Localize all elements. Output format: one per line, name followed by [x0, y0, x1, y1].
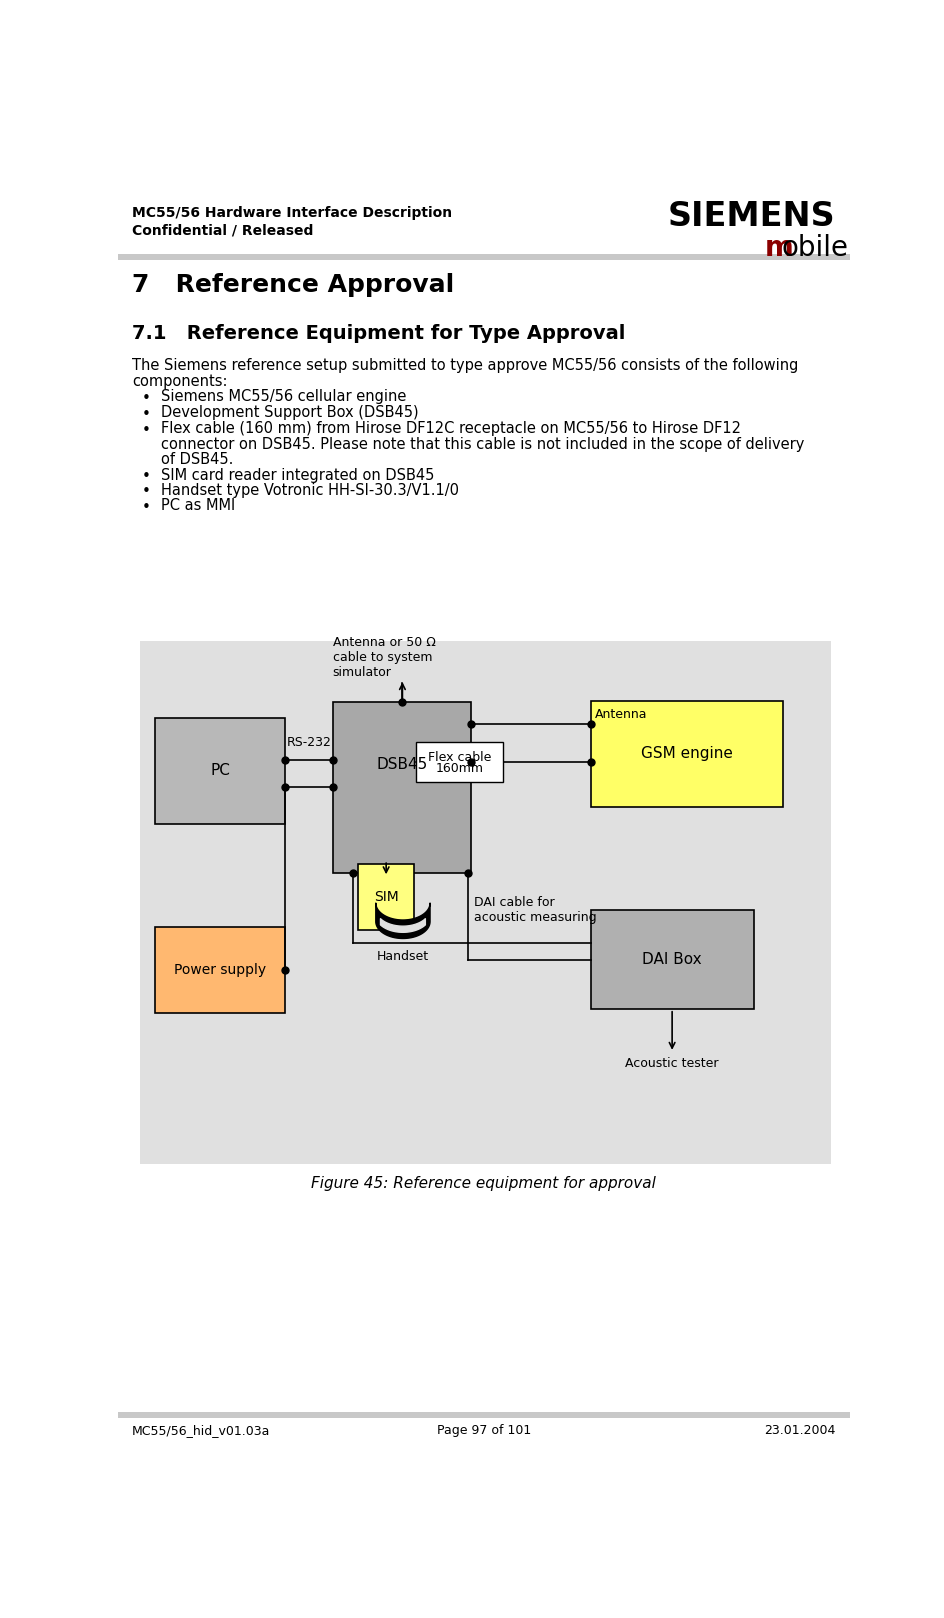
Bar: [118, 254, 850, 260]
Text: Development Support Box (DSB45): Development Support Box (DSB45): [160, 404, 418, 421]
Text: Confidential / Released: Confidential / Released: [132, 223, 313, 238]
Bar: [333, 702, 471, 874]
Text: The Siemens reference setup submitted to type approve MC55/56 consists of the fo: The Siemens reference setup submitted to…: [132, 358, 799, 374]
Bar: [155, 718, 285, 824]
Text: Flex cable: Flex cable: [428, 751, 492, 764]
Text: •: •: [142, 500, 150, 515]
Bar: [416, 743, 503, 783]
Text: DSB45: DSB45: [377, 757, 428, 772]
Text: 7.1   Reference Equipment for Type Approval: 7.1 Reference Equipment for Type Approva…: [132, 324, 625, 343]
Text: DAI Box: DAI Box: [642, 951, 702, 968]
Text: GSM engine: GSM engine: [641, 746, 733, 762]
Text: Siemens MC55/56 cellular engine: Siemens MC55/56 cellular engine: [160, 388, 406, 404]
Text: PC: PC: [211, 764, 230, 778]
Text: Acoustic tester: Acoustic tester: [625, 1057, 719, 1069]
Text: •: •: [142, 422, 150, 438]
Bar: [155, 927, 285, 1013]
Text: Page 97 of 101: Page 97 of 101: [437, 1424, 531, 1437]
Text: Antenna or 50 Ω
cable to system
simulator: Antenna or 50 Ω cable to system simulato…: [332, 636, 435, 680]
Text: m: m: [766, 235, 794, 262]
Text: Flex cable (160 mm) from Hirose DF12C receptacle on MC55/56 to Hirose DF12: Flex cable (160 mm) from Hirose DF12C re…: [160, 421, 741, 437]
Text: MC55/56_hid_v01.03a: MC55/56_hid_v01.03a: [132, 1424, 270, 1437]
Text: obile: obile: [782, 235, 849, 262]
Text: 160mm: 160mm: [436, 762, 483, 775]
Text: PC as MMI: PC as MMI: [160, 498, 235, 513]
Text: •: •: [142, 390, 150, 406]
Text: 23.01.2004: 23.01.2004: [765, 1424, 835, 1437]
Text: Handset: Handset: [377, 950, 429, 963]
Text: Handset type Votronic HH-SI-30.3/V1.1/0: Handset type Votronic HH-SI-30.3/V1.1/0: [160, 482, 459, 498]
Text: RS-232: RS-232: [287, 736, 332, 749]
Text: Antenna: Antenna: [595, 707, 648, 722]
Text: •: •: [142, 406, 150, 422]
Bar: [359, 864, 414, 929]
Text: 7   Reference Approval: 7 Reference Approval: [132, 273, 454, 298]
Text: Figure 45: Reference equipment for approval: Figure 45: Reference equipment for appro…: [312, 1176, 656, 1191]
Text: SIM card reader integrated on DSB45: SIM card reader integrated on DSB45: [160, 468, 434, 482]
Text: of DSB45.: of DSB45.: [160, 451, 233, 468]
Text: MC55/56 Hardware Interface Description: MC55/56 Hardware Interface Description: [132, 205, 452, 220]
Text: Power supply: Power supply: [175, 963, 266, 977]
Bar: [591, 701, 783, 807]
Text: SIM: SIM: [374, 890, 398, 904]
Text: •: •: [142, 484, 150, 500]
Bar: [118, 1413, 850, 1419]
Text: SIEMENS: SIEMENS: [668, 201, 835, 233]
Bar: [591, 911, 753, 1008]
Text: •: •: [142, 469, 150, 484]
Text: connector on DSB45. Please note that this cable is not included in the scope of : connector on DSB45. Please note that thi…: [160, 437, 804, 451]
Bar: [140, 641, 831, 1165]
Text: components:: components:: [132, 374, 228, 388]
Text: DAI cable for
acoustic measuring: DAI cable for acoustic measuring: [474, 896, 597, 924]
